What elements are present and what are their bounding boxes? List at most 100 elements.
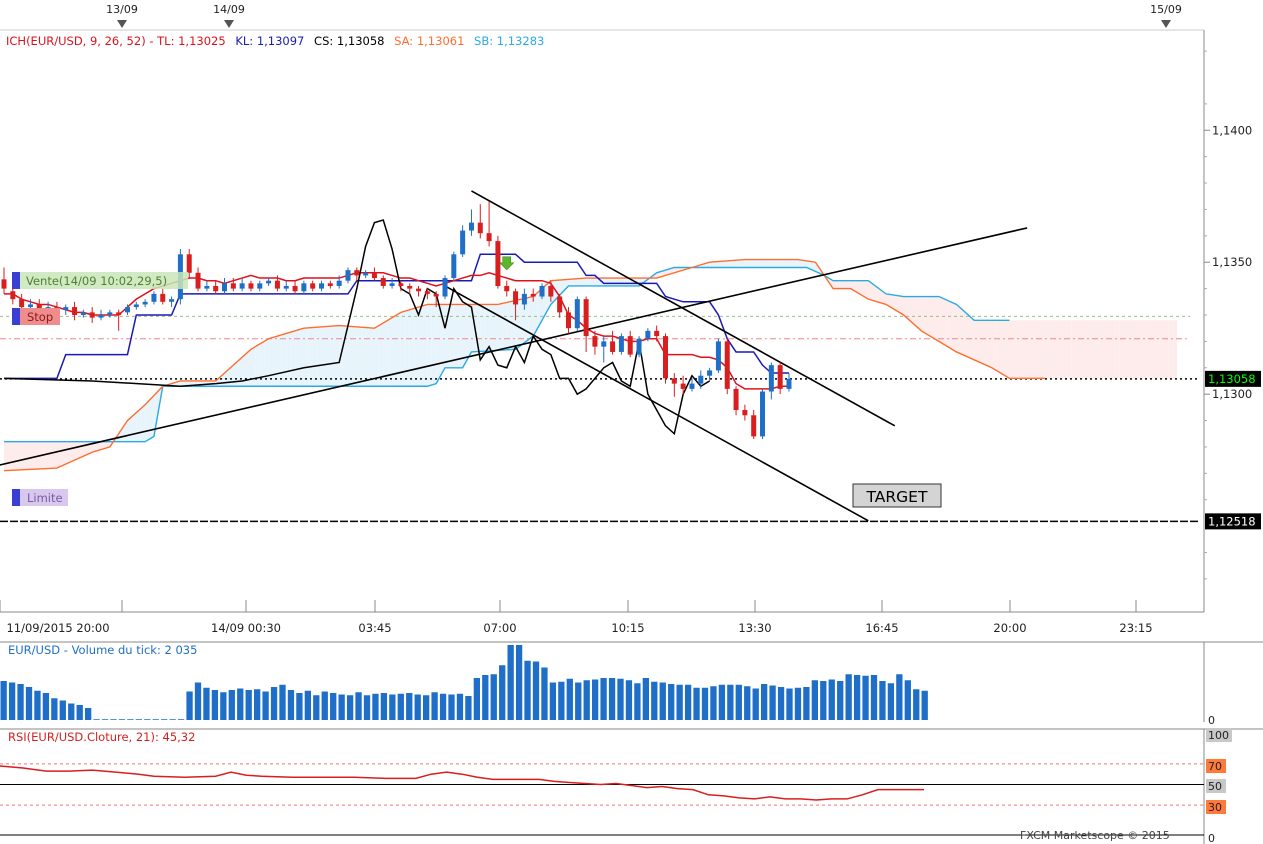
volume-bar bbox=[237, 688, 244, 720]
cloud-segment bbox=[837, 280, 842, 289]
volume-bar bbox=[228, 690, 235, 720]
rsi-100-tag bbox=[1206, 728, 1232, 742]
volume-bar bbox=[710, 686, 717, 720]
limit-order-tag[interactable]: Limite bbox=[12, 489, 68, 506]
candle-body bbox=[768, 365, 774, 392]
candle bbox=[301, 280, 307, 294]
volume-bar bbox=[896, 674, 903, 720]
candle-body bbox=[345, 270, 351, 281]
volume-bar bbox=[769, 685, 776, 720]
volume-bar bbox=[17, 684, 24, 720]
cloud-segment bbox=[92, 441, 97, 453]
cloud-segment bbox=[303, 327, 309, 387]
volume-bar bbox=[110, 719, 117, 720]
candle bbox=[724, 338, 730, 395]
candle bbox=[160, 288, 166, 305]
cloud-segment bbox=[12, 441, 18, 471]
candle-body bbox=[266, 280, 272, 284]
volume-bar bbox=[870, 675, 878, 720]
cloud-segment bbox=[603, 278, 609, 286]
candle-body bbox=[424, 291, 430, 294]
cloud-segment bbox=[78, 441, 84, 459]
ichimoku-cloud bbox=[4, 259, 1178, 471]
cloud-segment bbox=[965, 312, 970, 358]
cloud-segment bbox=[74, 441, 79, 461]
volume-bar bbox=[211, 690, 219, 720]
trend-lines[interactable] bbox=[0, 190, 1028, 522]
candle bbox=[319, 280, 325, 292]
cloud-segment bbox=[356, 326, 362, 387]
sell-signal-arrow-icon bbox=[499, 256, 515, 271]
cloud-segment bbox=[934, 296, 939, 342]
volume-bar bbox=[355, 692, 362, 720]
candle-body bbox=[724, 341, 730, 389]
candle-body bbox=[19, 299, 25, 308]
cloud-segment bbox=[228, 365, 234, 387]
cloud-segment bbox=[952, 302, 957, 352]
cloud-segment bbox=[1097, 320, 1103, 379]
stop-order-tag[interactable]: Stop bbox=[12, 308, 60, 325]
cloud-segment bbox=[938, 296, 944, 345]
cloud-segment bbox=[484, 304, 490, 352]
volume-bar bbox=[642, 678, 649, 720]
kijun-line bbox=[4, 253, 789, 380]
cloud-segment bbox=[1146, 320, 1151, 379]
candle bbox=[433, 291, 439, 308]
volume-bar bbox=[406, 693, 413, 720]
cloud-segment bbox=[1066, 320, 1072, 379]
candle bbox=[760, 388, 766, 440]
cloud-segment bbox=[616, 278, 622, 286]
candle bbox=[354, 267, 360, 281]
volume-bar bbox=[8, 682, 16, 720]
volume-bar bbox=[634, 683, 641, 720]
cloud-segment bbox=[515, 299, 520, 350]
candle-body bbox=[451, 254, 457, 279]
cloud-segment bbox=[1132, 320, 1138, 379]
volume-bar bbox=[575, 682, 582, 720]
target-annotation[interactable]: TARGET bbox=[852, 483, 942, 508]
candle bbox=[204, 280, 210, 292]
candle bbox=[583, 296, 589, 352]
candle-body bbox=[521, 293, 527, 305]
trendline-support bbox=[0, 227, 1028, 466]
candle bbox=[72, 301, 78, 321]
cloud-segment bbox=[590, 278, 595, 286]
volume-bar bbox=[254, 689, 261, 720]
candle bbox=[768, 362, 774, 400]
date-marker-icon bbox=[117, 20, 127, 28]
candle-body bbox=[777, 365, 783, 389]
candle-body bbox=[80, 312, 86, 315]
cloud-segment bbox=[242, 353, 247, 387]
volume-bar bbox=[363, 695, 371, 720]
cloud-segment bbox=[1027, 320, 1032, 379]
volume-bar bbox=[811, 680, 818, 720]
candle-body bbox=[742, 410, 748, 416]
sell-order-tag[interactable]: Vente(14/09 10:02,29,5) bbox=[12, 272, 188, 289]
volume-bar bbox=[499, 665, 506, 720]
candle-body bbox=[663, 336, 668, 379]
cloud-segment bbox=[1035, 320, 1041, 379]
cloud-segment bbox=[1062, 320, 1067, 379]
volume-bar bbox=[144, 719, 151, 720]
cloud-segment bbox=[868, 280, 873, 301]
cloud-segment bbox=[1168, 320, 1173, 379]
cloud-segment bbox=[983, 320, 988, 366]
candle-body bbox=[27, 304, 33, 308]
candle-body bbox=[63, 307, 69, 310]
cloud-segment bbox=[925, 296, 931, 337]
candle bbox=[292, 280, 298, 294]
cloud-segment bbox=[1080, 320, 1085, 379]
cloud-segment bbox=[564, 279, 569, 291]
cloud-segment bbox=[899, 295, 904, 315]
candle-body bbox=[654, 330, 660, 337]
current-price-bg bbox=[1205, 370, 1261, 387]
candle bbox=[133, 301, 139, 310]
candle bbox=[213, 280, 219, 294]
volume-bar bbox=[0, 681, 7, 720]
volume-bar bbox=[904, 680, 911, 720]
cloud-segment bbox=[974, 320, 979, 362]
cloud-segment bbox=[418, 305, 423, 387]
volume-bar bbox=[592, 679, 599, 720]
candle-body bbox=[230, 283, 236, 289]
